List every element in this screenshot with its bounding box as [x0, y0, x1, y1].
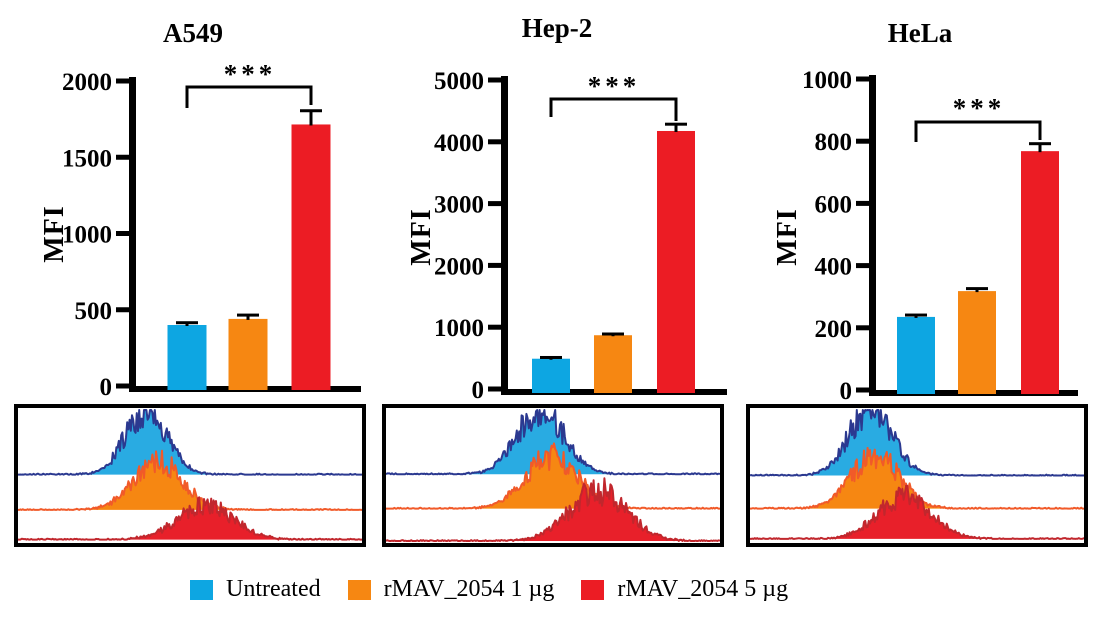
legend-item-rmav-5ug: rMAV_2054 5 µg — [581, 576, 788, 603]
hist-trace-hep2-1 — [386, 442, 720, 510]
y-tick-hep2 — [488, 324, 502, 330]
legend-label-rmav-1ug: rMAV_2054 1 µg — [383, 576, 555, 602]
bar-a549-0 — [167, 325, 207, 390]
panel-title-hep2: Hep-2 — [521, 13, 593, 43]
panel-title-a549: A549 — [163, 18, 223, 48]
y-tick-label-a549: 0 — [100, 374, 113, 401]
bar-hela-0 — [897, 316, 935, 394]
y-tick-label-hela: 400 — [815, 254, 853, 281]
hist-trace-hep2-0 — [386, 409, 720, 476]
hist-trace-a549-0 — [18, 409, 362, 476]
legend-label-untreated: Untreated — [226, 576, 321, 602]
y-tick-label-hep2: 5000 — [434, 68, 484, 95]
y-tick-label-hep2: 2000 — [434, 253, 484, 280]
significance-bracket-hela — [914, 120, 1042, 142]
y-tick-hela — [856, 325, 870, 331]
y-tick-label-a549: 1000 — [62, 222, 112, 249]
hist-trace-hep2-2 — [386, 477, 720, 542]
y-tick-hep2 — [488, 77, 502, 83]
hist-trace-a549-1 — [18, 449, 362, 511]
y-tick-a549 — [116, 154, 130, 160]
y-axis-a549 — [129, 77, 136, 392]
y-tick-a549 — [116, 307, 130, 313]
error-cap-hep2-2 — [665, 122, 687, 126]
y-tick-hep2 — [488, 262, 502, 268]
y-tick-hep2 — [488, 201, 502, 207]
y-axis-hep2 — [501, 76, 508, 395]
error-bar-a549-0 — [185, 322, 189, 326]
y-tick-hela — [856, 138, 870, 144]
panel-title-hela: HeLa — [887, 18, 953, 48]
bar-hep2-2 — [657, 130, 695, 394]
legend-item-rmav-1ug: rMAV_2054 1 µg — [347, 576, 555, 603]
error-cap-a549-1 — [237, 313, 259, 317]
y-tick-label-hela: 0 — [840, 378, 853, 405]
y-tick-hela — [856, 76, 870, 82]
y-axis-label-a549: MFI — [39, 205, 70, 263]
bar-hela-2 — [1021, 151, 1059, 394]
y-axis-label-hela: MFI — [772, 208, 803, 266]
y-tick-hela — [856, 263, 870, 269]
legend-swatch-rmav-1ug — [347, 579, 371, 600]
significance-stars-hela: *** — [953, 93, 1006, 123]
error-bar-hela-2 — [1038, 143, 1042, 153]
legend: Untreated rMAV_2054 1 µg rMAV_2054 5 µg — [190, 576, 788, 603]
histogram-panel-hep2 — [382, 404, 724, 547]
y-tick-label-hela: 200 — [815, 316, 853, 343]
significance-bracket-hep2 — [549, 97, 678, 121]
y-tick-hep2 — [488, 139, 502, 145]
error-bar-hela-1 — [975, 288, 979, 293]
bar-a549-2 — [291, 124, 331, 391]
significance-bracket-a549 — [185, 85, 313, 108]
bar-a549-1 — [228, 318, 268, 390]
hist-trace-hela-0 — [750, 409, 1084, 477]
y-tick-label-hela: 1000 — [802, 67, 852, 94]
y-tick-label-hela: 800 — [815, 129, 853, 156]
bar-hep2-1 — [594, 335, 632, 393]
y-tick-label-a549: 500 — [75, 298, 113, 325]
error-cap-hela-2 — [1029, 142, 1051, 146]
legend-swatch-rmav-5ug — [581, 579, 605, 600]
y-tick-a549 — [116, 383, 130, 389]
y-tick-label-hep2: 1000 — [434, 315, 484, 342]
histogram-panel-a549 — [14, 404, 366, 547]
y-tick-label-a549: 1500 — [62, 145, 112, 172]
legend-item-untreated: Untreated — [190, 576, 321, 603]
error-cap-hep2-1 — [602, 332, 624, 336]
y-axis-label-hep2: MFI — [406, 208, 437, 266]
error-cap-hep2-0 — [540, 355, 562, 359]
y-axis-hela — [869, 75, 876, 396]
y-tick-label-a549: 2000 — [62, 69, 112, 96]
error-cap-a549-2 — [300, 109, 322, 113]
legend-label-rmav-5ug: rMAV_2054 5 µg — [617, 576, 789, 602]
error-bar-a549-2 — [309, 110, 313, 126]
histogram-canvas-hela — [750, 409, 1084, 540]
bar-hela-1 — [958, 291, 996, 394]
y-tick-label-hep2: 4000 — [434, 130, 484, 157]
error-bar-hep2-2 — [674, 124, 678, 132]
significance-stars-a549: *** — [224, 59, 277, 89]
histogram-panel-hela — [746, 404, 1088, 547]
error-cap-a549-0 — [176, 321, 198, 325]
hist-trace-hela-2 — [750, 484, 1084, 540]
y-tick-label-hep2: 0 — [472, 377, 485, 404]
significance-stars-hep2: *** — [588, 71, 641, 101]
y-tick-hela — [856, 200, 870, 206]
y-tick-label-hela: 600 — [815, 191, 853, 218]
histogram-canvas-hep2 — [386, 409, 720, 542]
y-tick-label-hep2: 3000 — [434, 192, 484, 219]
hist-trace-a549-2 — [18, 496, 362, 541]
y-tick-hela — [856, 387, 870, 393]
error-cap-hela-1 — [966, 287, 988, 291]
y-tick-a549 — [116, 78, 130, 84]
legend-swatch-untreated — [190, 579, 213, 600]
histogram-canvas-a549 — [18, 409, 362, 541]
y-tick-a549 — [116, 231, 130, 236]
bar-hep2-0 — [532, 358, 570, 393]
error-bar-a549-1 — [246, 315, 250, 320]
error-cap-hela-0 — [905, 313, 927, 317]
y-tick-hep2 — [488, 386, 502, 392]
